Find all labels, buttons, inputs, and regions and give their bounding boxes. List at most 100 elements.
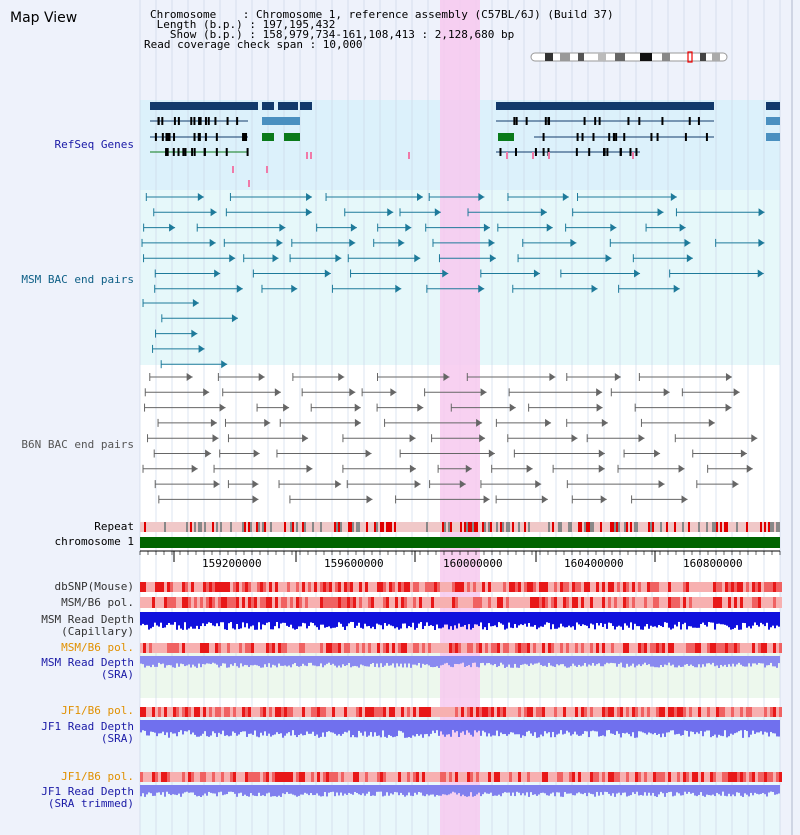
msm-b6-pol-cell	[743, 597, 746, 608]
dbsnp-cell	[392, 582, 395, 592]
msm-depth-sra-bar	[174, 656, 176, 668]
msm-depth-sra-bar	[332, 656, 334, 664]
jf1-b6-pol-trim-cell	[173, 772, 176, 782]
msm-b6-pol-sra-cell	[485, 643, 488, 653]
repeat-segment	[460, 522, 462, 532]
msm-depth-capillary-bar	[520, 612, 522, 625]
jf1-depth-sra-bar	[682, 720, 684, 736]
dbsnp-cell	[281, 582, 284, 592]
jf1-depth-trim-bar	[520, 785, 522, 796]
jf1-depth-trim-bar	[374, 785, 376, 796]
msm-depth-sra-bar	[402, 656, 404, 668]
jf1-depth-trim-bar	[524, 785, 526, 796]
repeat-segment	[312, 522, 314, 532]
track-label-msm-b6-pol-2[interactable]: MSM/B6 pol.	[61, 641, 134, 654]
jf1-depth-sra-bar	[566, 720, 568, 731]
jf1-depth-sra-bar	[774, 720, 776, 734]
msm-depth-capillary-bar	[460, 612, 462, 627]
msm-b6-pol-cell	[746, 597, 749, 608]
msm-bac-pair-arrow	[291, 284, 298, 293]
track-label-refseq-genes[interactable]: RefSeq Genes	[54, 138, 134, 151]
jf1-depth-sra-bar	[216, 720, 218, 737]
msm-depth-capillary-bar	[262, 612, 264, 625]
repeat-segment	[516, 522, 518, 532]
jf1-depth-sra-bar	[460, 720, 462, 733]
repeat-segment	[414, 522, 416, 532]
track-label-msm-bac[interactable]: MSM BAC end pairs	[21, 273, 134, 286]
jf1-b6-pol-trim-cell	[344, 772, 347, 782]
repeat-segment	[742, 522, 744, 532]
repeat-segment	[548, 522, 550, 532]
msm-depth-sra-bar	[506, 656, 508, 667]
msm-depth-sra-bar	[302, 656, 304, 664]
gene-exon	[588, 148, 591, 156]
jf1-b6-pol-cell	[776, 707, 779, 717]
jf1-b6-pol-cell	[281, 707, 284, 717]
msm-depth-sra-bar	[642, 656, 644, 665]
ideogram-band	[545, 53, 553, 61]
msm-depth-sra-bar	[336, 656, 338, 668]
jf1-depth-sra-bar	[314, 720, 316, 736]
track-label-msm-depth-sra[interactable]: MSM Read Depth	[41, 656, 134, 669]
jf1-b6-pol-trim-cell	[779, 772, 782, 782]
b6n-bac-pair-arrow	[681, 495, 688, 504]
msm-b6-pol-cell	[467, 597, 470, 608]
jf1-b6-pol-trim-cell	[146, 772, 149, 782]
jf1-depth-trim-bar	[592, 785, 594, 795]
jf1-b6-pol-trim-cell	[428, 772, 431, 782]
repeat-segment	[388, 522, 390, 532]
jf1-depth-trim-bar	[142, 785, 144, 794]
msm-bac-pair-arrow	[395, 284, 402, 293]
track-label-dbsnp[interactable]: dbSNP(Mouse)	[54, 580, 134, 593]
msm-b6-pol-cell	[665, 597, 668, 608]
dbsnp-cell	[227, 582, 230, 592]
msm-b6-pol-cell	[779, 597, 782, 608]
track-label-b6n-bac[interactable]: B6N BAC end pairs	[21, 438, 134, 451]
msm-bac-pair-arrow	[210, 208, 217, 217]
repeat-segment	[636, 522, 638, 532]
jf1-depth-trim-bar	[596, 785, 598, 792]
b6n-bac-pair-arrow	[732, 480, 739, 489]
jf1-depth-trim-bar	[266, 785, 268, 794]
repeat-segment	[660, 522, 662, 532]
jf1-depth-trim-bar	[692, 785, 694, 793]
msm-b6-pol-cell	[524, 597, 527, 608]
msm-depth-capillary-bar	[418, 612, 420, 624]
repeat-segment	[408, 522, 410, 532]
track-label-msm-depth-capillary[interactable]: MSM Read Depth	[41, 613, 134, 626]
msm-depth-sra-bar	[206, 656, 208, 664]
jf1-depth-sra-bar	[144, 720, 146, 731]
repeat-segment	[152, 522, 154, 532]
repeat-segment	[322, 522, 324, 532]
msm-b6-pol-sra-cell	[479, 643, 482, 653]
jf1-depth-trim-bar	[310, 785, 312, 794]
msm-depth-capillary-bar	[384, 612, 386, 624]
track-label-jf1-depth-sra[interactable]: JF1 Read Depth	[41, 720, 134, 733]
jf1-depth-sra-bar	[730, 720, 732, 734]
msm-depth-capillary-bar	[184, 612, 186, 623]
jf1-depth-trim-bar	[224, 785, 226, 795]
jf1-depth-trim-bar	[178, 785, 180, 794]
msm-b6-pol-sra-cell	[275, 643, 278, 653]
jf1-b6-pol-cell	[701, 707, 704, 717]
track-label-repeat[interactable]: Repeat	[94, 520, 134, 533]
dbsnp-cell	[587, 582, 590, 592]
track-label-jf1-b6-pol-1[interactable]: JF1/B6 pol.	[61, 704, 134, 717]
repeat-segment	[310, 522, 312, 532]
jf1-depth-trim-bar	[466, 785, 468, 797]
msm-depth-capillary-bar	[486, 612, 488, 630]
track-label-jf1-depth-trimmed[interactable]: JF1 Read Depth	[41, 785, 134, 798]
msm-bac-pair-arrow	[684, 238, 691, 247]
track-label-msm-b6-pol-1[interactable]: MSM/B6 pol.	[61, 596, 134, 609]
msm-depth-capillary-bar	[646, 612, 648, 625]
repeat-segment	[630, 522, 632, 532]
msm-depth-capillary-bar	[410, 612, 412, 628]
track-label-jf1-b6-pol-2[interactable]: JF1/B6 pol.	[61, 770, 134, 783]
jf1-depth-sra-bar	[518, 720, 520, 735]
msm-depth-capillary-bar	[548, 612, 550, 623]
jf1-depth-sra-bar	[714, 720, 716, 735]
msm-b6-pol-cell	[647, 597, 650, 608]
jf1-depth-sra-bar	[552, 720, 554, 732]
jf1-depth-sra-bar	[766, 720, 768, 733]
